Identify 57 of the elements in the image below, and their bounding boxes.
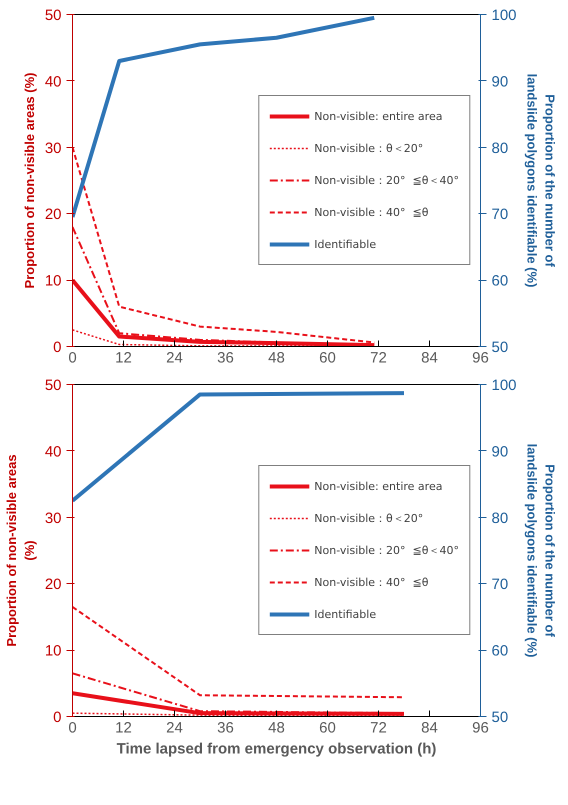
legend-label: Non-visible：20° ≦θ＜40° (314, 542, 459, 558)
y2-tick-label: 60 (492, 642, 508, 660)
y-tick-label: 30 (44, 510, 62, 527)
y2-tick-label: 70 (492, 206, 508, 224)
y-tick-label: 30 (44, 140, 62, 157)
y2-tick-label: 60 (492, 272, 508, 290)
y2-tick-label: 70 (492, 576, 508, 594)
y2-tick-label: 80 (492, 510, 508, 527)
legend-label: Non-visible：θ＜20° (314, 140, 424, 156)
y-tick-label: 50 (44, 377, 62, 394)
y2-axis-title: Proportion of the number of landslide polygons identifiable (%) (524, 74, 558, 288)
y2-tick-label: 90 (492, 443, 508, 460)
x-tick-label: 36 (217, 720, 234, 736)
y-tick-label: 0 (53, 709, 62, 726)
x-tick-label: 36 (217, 350, 234, 366)
x-tick-label: 60 (319, 720, 336, 736)
x-tick-label: 72 (370, 350, 387, 366)
x-tick-label: 12 (115, 720, 132, 736)
y-tick-label: 10 (44, 272, 62, 290)
x-tick-label: 60 (319, 350, 336, 366)
y2-axis-title: Proportion of the number of landslide polygons identifiable (%) (524, 444, 558, 658)
y-tick-label: 40 (44, 443, 62, 460)
legend-label: Identifiable (314, 608, 376, 620)
y-tick-label: 0 (53, 339, 62, 356)
legend-label: Non-visible: entire area (314, 110, 442, 122)
y2-tick-label: 90 (492, 73, 508, 90)
legend-label: Non-visible：20° ≦θ＜40° (314, 172, 459, 188)
y-axis-title: Proportion of non-visible areas (%) (22, 72, 37, 288)
y2-tick-label: 80 (492, 140, 508, 157)
y-tick-label: 10 (44, 642, 62, 660)
y-axis-title: Proportion of non-visible areas (%) (4, 454, 37, 647)
legend-label: Identifiable (314, 238, 376, 250)
x-axis-title: Time lapsed from emergency observation (h) (116, 740, 436, 758)
y-tick-label: 20 (44, 576, 62, 594)
y-tick-label: 50 (44, 7, 62, 24)
y-tick-label: 20 (44, 206, 62, 224)
y2-tick-label: 50 (492, 339, 508, 356)
x-tick-label: 84 (421, 350, 438, 366)
x-tick-label: 84 (421, 720, 438, 736)
x-tick-label: 12 (115, 350, 132, 366)
x-tick-label: 48 (268, 720, 285, 736)
y2-tick-label: 50 (492, 709, 508, 726)
legend-label: Non-visible：40° ≦θ (314, 574, 428, 590)
legend-label: Non-visible：θ＜20° (314, 510, 424, 526)
y-tick-label: 40 (44, 73, 62, 90)
legend-label: Non-visible：40° ≦θ (314, 204, 428, 220)
y2-tick-label: 100 (492, 7, 517, 24)
x-tick-label: 24 (166, 350, 183, 366)
x-tick-label: 24 (166, 720, 183, 736)
y2-tick-label: 100 (492, 377, 517, 394)
x-tick-label: 96 (472, 720, 489, 736)
x-tick-label: 48 (268, 350, 285, 366)
x-tick-label: 0 (68, 720, 77, 736)
x-tick-label: 0 (68, 350, 77, 366)
legend-label: Non-visible: entire area (314, 480, 442, 492)
x-tick-label: 72 (370, 720, 387, 736)
x-tick-label: 96 (472, 350, 489, 366)
